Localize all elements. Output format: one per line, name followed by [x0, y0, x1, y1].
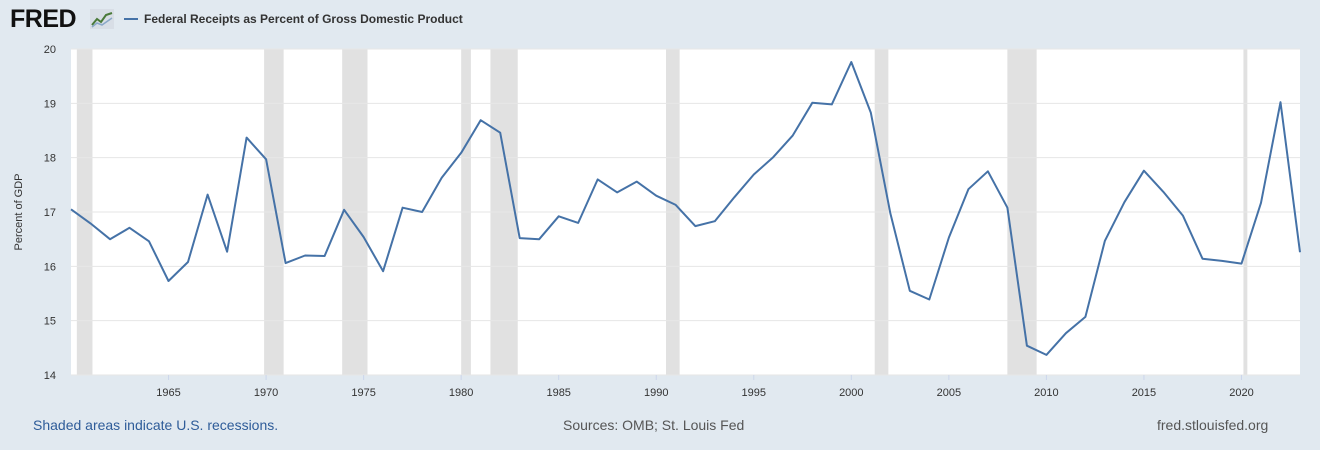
data-point[interactable]	[595, 176, 601, 182]
data-point[interactable]	[68, 206, 74, 212]
x-tick-label: 1985	[546, 387, 570, 399]
data-point[interactable]	[380, 268, 386, 274]
data-point[interactable]	[1004, 205, 1010, 211]
x-tick-label: 1970	[254, 387, 278, 399]
data-point[interactable]	[848, 59, 854, 65]
y-axis-title: Percent of GDP	[13, 173, 25, 250]
y-tick-label: 19	[44, 98, 56, 110]
data-point[interactable]	[400, 205, 406, 211]
x-tick-label: 1980	[449, 387, 473, 399]
data-point[interactable]	[361, 234, 367, 240]
data-point[interactable]	[868, 110, 874, 116]
x-tick-label: 1975	[351, 387, 375, 399]
data-point[interactable]	[419, 209, 425, 215]
x-tick-label: 2010	[1034, 387, 1058, 399]
data-point[interactable]	[263, 156, 269, 162]
data-point[interactable]	[1199, 256, 1205, 262]
gridlines	[71, 48, 1300, 376]
data-point[interactable]	[127, 225, 133, 231]
data-point[interactable]	[712, 218, 718, 224]
x-tick-label: 2015	[1132, 387, 1156, 399]
y-tick-label: 20	[44, 44, 56, 56]
x-tick-label: 1995	[742, 387, 766, 399]
data-point[interactable]	[887, 210, 893, 216]
data-point[interactable]	[1082, 314, 1088, 320]
data-point[interactable]	[1024, 343, 1030, 349]
site-url[interactable]: fred.stlouisfed.org	[1157, 417, 1269, 433]
chart-trend-icon	[90, 9, 114, 29]
data-point[interactable]	[634, 179, 640, 185]
data-point[interactable]	[1297, 249, 1303, 255]
data-point[interactable]	[1277, 99, 1283, 105]
series-layer	[68, 59, 1303, 358]
data-point[interactable]	[809, 100, 815, 106]
data-point[interactable]	[146, 238, 152, 244]
legend-series-label[interactable]: Federal Receipts as Percent of Gross Dom…	[144, 12, 463, 26]
x-tick-label: 2000	[839, 387, 863, 399]
data-point[interactable]	[341, 207, 347, 213]
data-point[interactable]	[614, 189, 620, 195]
data-point[interactable]	[322, 253, 328, 259]
data-point[interactable]	[653, 193, 659, 199]
chart-header: FRED Federal Receipts as Percent of Gros…	[0, 0, 1320, 40]
x-axis-ticks: 1965 1970 1975 1980 1985 1990 1995 2000 2005 2010…	[156, 375, 1254, 399]
data-point[interactable]	[517, 235, 523, 241]
data-point[interactable]	[302, 252, 308, 258]
data-point[interactable]	[185, 259, 191, 265]
x-tick-label: 1990	[644, 387, 668, 399]
data-point[interactable]	[107, 236, 113, 242]
sources-text: Sources: OMB; St. Louis Fed	[563, 417, 745, 433]
data-point[interactable]	[575, 220, 581, 226]
data-point[interactable]	[283, 260, 289, 266]
data-point[interactable]	[829, 101, 835, 107]
data-point[interactable]	[1160, 189, 1166, 195]
data-point[interactable]	[946, 235, 952, 241]
series-line[interactable]	[70, 61, 1301, 356]
data-point[interactable]	[478, 117, 484, 123]
y-tick-label: 15	[44, 316, 56, 328]
data-point[interactable]	[907, 288, 913, 294]
data-point[interactable]	[692, 223, 698, 229]
recession-note-link[interactable]: Shaded areas indicate U.S. recessions.	[33, 417, 279, 433]
data-point[interactable]	[673, 202, 679, 208]
data-point[interactable]	[205, 192, 211, 198]
x-tick-label: 2020	[1229, 387, 1253, 399]
y-axis-ticks: 14 15 16 17 18 19 20	[44, 44, 56, 382]
data-point[interactable]	[985, 168, 991, 174]
data-point[interactable]	[965, 186, 971, 192]
y-tick-label: 14	[44, 370, 56, 382]
data-point[interactable]	[556, 213, 562, 219]
data-point[interactable]	[244, 135, 250, 141]
data-point[interactable]	[731, 194, 737, 200]
data-point[interactable]	[88, 220, 94, 226]
data-point[interactable]	[751, 172, 757, 178]
x-tick-label: 1965	[156, 387, 180, 399]
data-point[interactable]	[1102, 238, 1108, 244]
data-point[interactable]	[1121, 199, 1127, 205]
data-point[interactable]	[1180, 213, 1186, 219]
data-point[interactable]	[926, 296, 932, 302]
data-point[interactable]	[224, 249, 230, 255]
data-point[interactable]	[458, 150, 464, 156]
chart-legend: Federal Receipts as Percent of Gross Dom…	[124, 12, 463, 26]
data-point[interactable]	[536, 236, 542, 242]
data-point[interactable]	[1063, 330, 1069, 336]
y-tick-label: 17	[44, 207, 56, 219]
y-tick-label: 18	[44, 153, 56, 165]
data-point[interactable]	[1258, 200, 1264, 206]
fred-logo[interactable]: FRED	[10, 5, 77, 33]
legend-swatch	[124, 18, 138, 20]
x-tick-label: 2005	[937, 387, 961, 399]
data-point[interactable]	[790, 132, 796, 138]
data-point[interactable]	[1141, 168, 1147, 174]
data-point[interactable]	[1219, 258, 1225, 264]
data-point[interactable]	[497, 130, 503, 136]
data-point[interactable]	[439, 175, 445, 181]
data-point[interactable]	[770, 154, 776, 160]
data-point[interactable]	[1238, 261, 1244, 267]
y-tick-label: 16	[44, 261, 56, 273]
data-point[interactable]	[166, 278, 172, 284]
data-point[interactable]	[1043, 352, 1049, 358]
